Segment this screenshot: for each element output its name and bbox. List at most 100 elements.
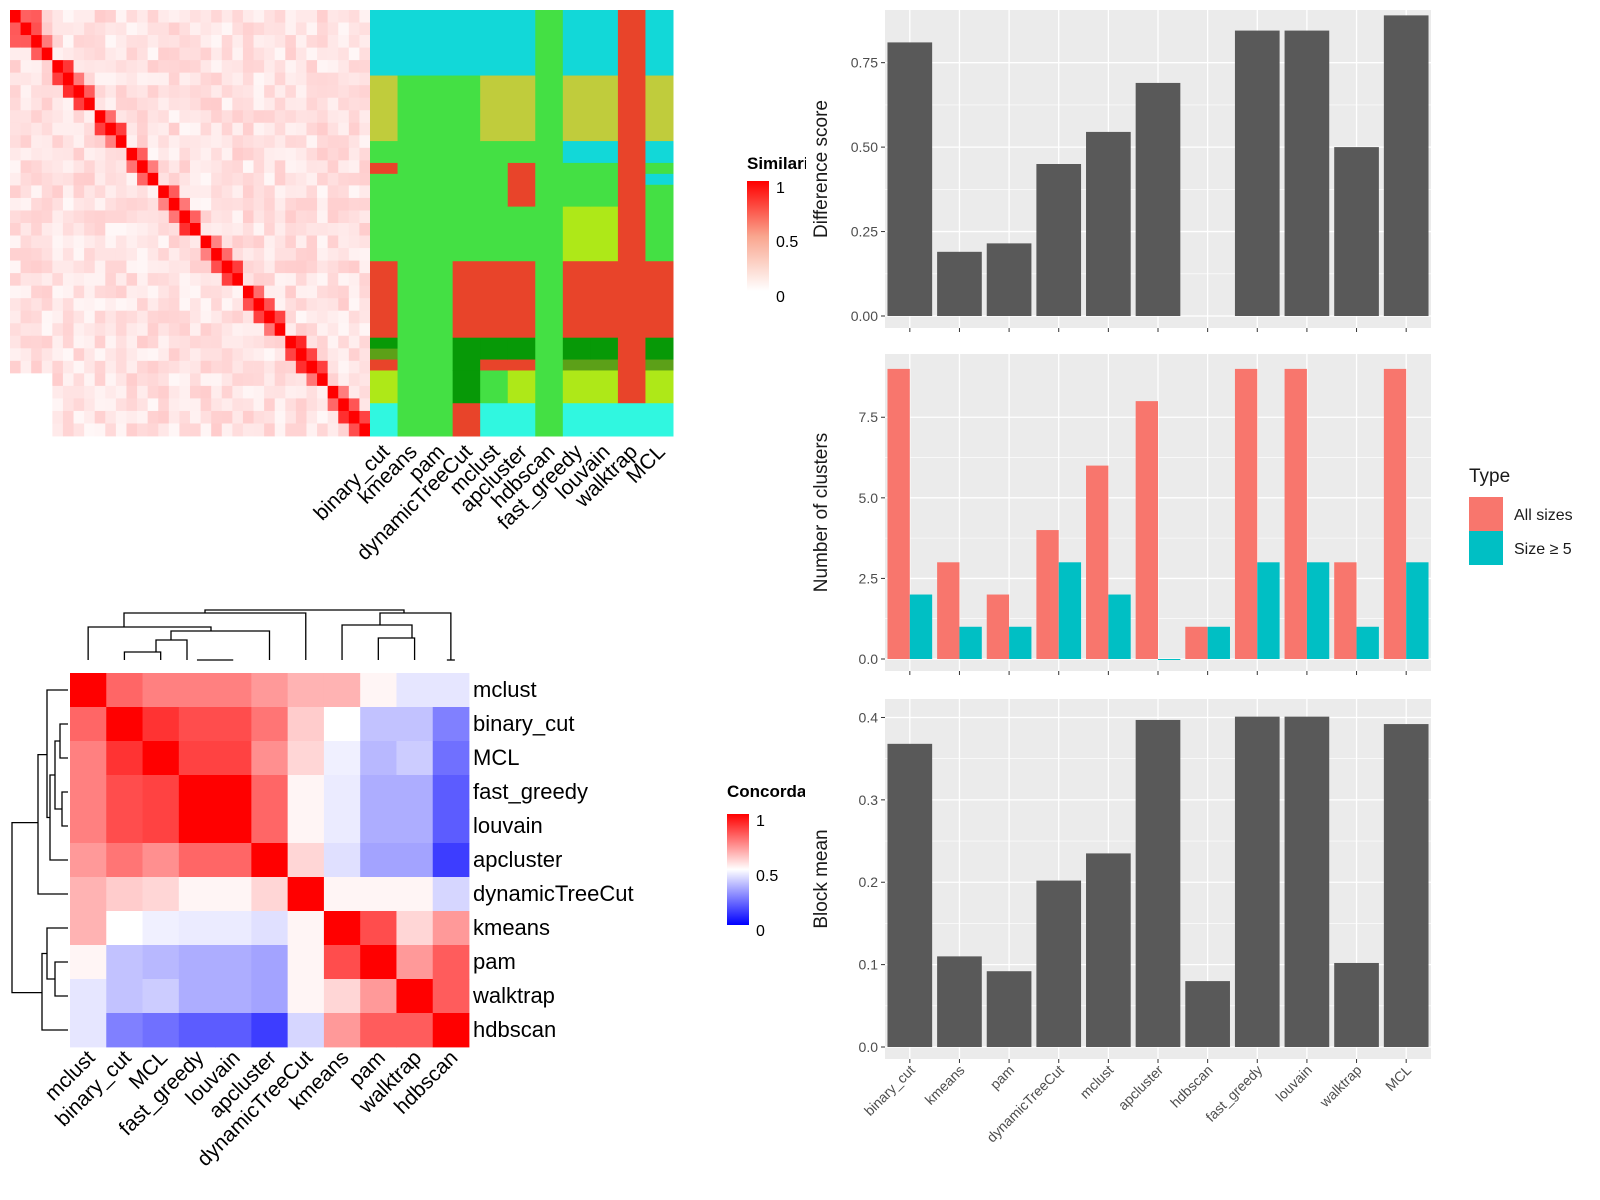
- similarity-cell: [264, 298, 276, 312]
- similarity-cell: [242, 172, 254, 186]
- similarity-cell: [317, 172, 329, 186]
- similarity-cell: [232, 373, 244, 387]
- similarity-cell: [327, 97, 339, 111]
- similarity-cell: [221, 197, 233, 211]
- similarity-cell: [84, 22, 96, 36]
- similarity-cell: [168, 72, 180, 86]
- similarity-cell: [285, 47, 297, 61]
- similarity-cell: [285, 260, 297, 274]
- similarity-cell: [158, 323, 170, 337]
- similarity-cell: [168, 147, 180, 161]
- concordance-cell: [70, 809, 107, 844]
- similarity-cell: [10, 260, 21, 274]
- similarity-cell: [20, 360, 32, 374]
- similarity-cell: [211, 410, 223, 424]
- similarity-cell: [20, 248, 32, 261]
- similarity-cell: [327, 273, 339, 287]
- cluster-label-cell: [480, 75, 509, 142]
- similarity-cell: [168, 285, 180, 299]
- similarity-cell: [126, 248, 138, 261]
- similarity-cell: [115, 310, 127, 324]
- similarity-cell: [274, 122, 286, 136]
- similarity-cell: [115, 185, 127, 199]
- concordance-cell: [287, 979, 325, 1014]
- similarity-cell: [274, 235, 286, 249]
- bar: [937, 956, 982, 1047]
- similarity-cell: [73, 423, 85, 437]
- similarity-cell: [105, 273, 117, 287]
- similarity-cell: [306, 210, 318, 224]
- cluster-label-cell: [370, 403, 399, 437]
- similarity-cell: [242, 147, 254, 161]
- concordance-cell: [323, 843, 361, 878]
- cluster-label-cell: [480, 403, 509, 437]
- dendrogram-branch: [123, 612, 307, 660]
- similarity-cell: [115, 335, 127, 349]
- concordance-cell: [251, 1013, 289, 1048]
- similarity-cell: [147, 185, 159, 199]
- similarity-cell: [31, 373, 43, 387]
- similarity-cell: [115, 135, 127, 149]
- similarity-cell: [115, 423, 127, 437]
- similarity-cell: [221, 410, 233, 424]
- similarity-cell: [211, 147, 223, 161]
- similarity-cell: [147, 160, 159, 174]
- similarity-cell: [84, 298, 96, 312]
- similarity-cell: [115, 323, 127, 337]
- similarity-cell: [190, 310, 201, 324]
- bar: [1086, 131, 1131, 316]
- similarity-cell: [359, 285, 371, 299]
- similarity-cell: [84, 172, 96, 186]
- similarity-cell: [115, 273, 127, 287]
- similarity-cell: [264, 323, 276, 337]
- concordance-cell: [432, 843, 470, 878]
- similarity-cell: [221, 398, 233, 412]
- similarity-cell: [84, 235, 96, 249]
- similarity-cell: [253, 298, 265, 312]
- similarity-cell: [242, 185, 254, 199]
- concordance-cell: [178, 877, 216, 912]
- similarity-cell: [338, 373, 350, 387]
- similarity-cell: [20, 260, 32, 274]
- concordance-cell: [215, 775, 252, 810]
- similarity-cell: [41, 135, 53, 149]
- similarity-cell: [179, 110, 191, 124]
- similarity-cell: [232, 110, 244, 124]
- similarity-cell: [158, 248, 170, 261]
- concordance-cell: [251, 741, 289, 776]
- similarity-cell: [338, 197, 350, 211]
- similarity-cell: [232, 97, 244, 111]
- similarity-cell: [52, 410, 64, 424]
- similarity-cell: [221, 385, 233, 399]
- bar: [1383, 724, 1429, 1047]
- similarity-cell: [253, 348, 265, 362]
- similarity-cell: [147, 285, 159, 299]
- similarity-cell: [73, 160, 85, 174]
- similarity-cell: [126, 135, 138, 149]
- similarity-cell: [158, 273, 170, 287]
- similarity-cell: [94, 385, 106, 399]
- similarity-cell: [94, 310, 106, 324]
- similarity-cell: [94, 360, 106, 374]
- cluster-label-cell: [370, 173, 399, 262]
- similarity-cell: [73, 197, 85, 211]
- similarity-cell: [73, 223, 85, 236]
- similarity-cell: [338, 85, 350, 99]
- similarity-cell: [338, 248, 350, 261]
- similarity-cell: [253, 22, 265, 36]
- cluster-label-cell: [645, 359, 674, 371]
- dendrogram-branch: [204, 609, 405, 613]
- similarity-cell: [147, 135, 159, 149]
- dendrogram-branch: [41, 952, 68, 1031]
- similarity-cell: [306, 172, 318, 186]
- dendrogram-branch: [54, 961, 68, 997]
- similarity-cell: [317, 310, 329, 324]
- similarity-cell: [327, 210, 339, 224]
- similarity-cell: [242, 285, 254, 299]
- similarity-cell: [84, 385, 96, 399]
- concordance-cell: [142, 809, 180, 844]
- similarity-cell: [359, 210, 371, 224]
- bar: [986, 243, 1032, 316]
- similarity-cell: [242, 235, 254, 249]
